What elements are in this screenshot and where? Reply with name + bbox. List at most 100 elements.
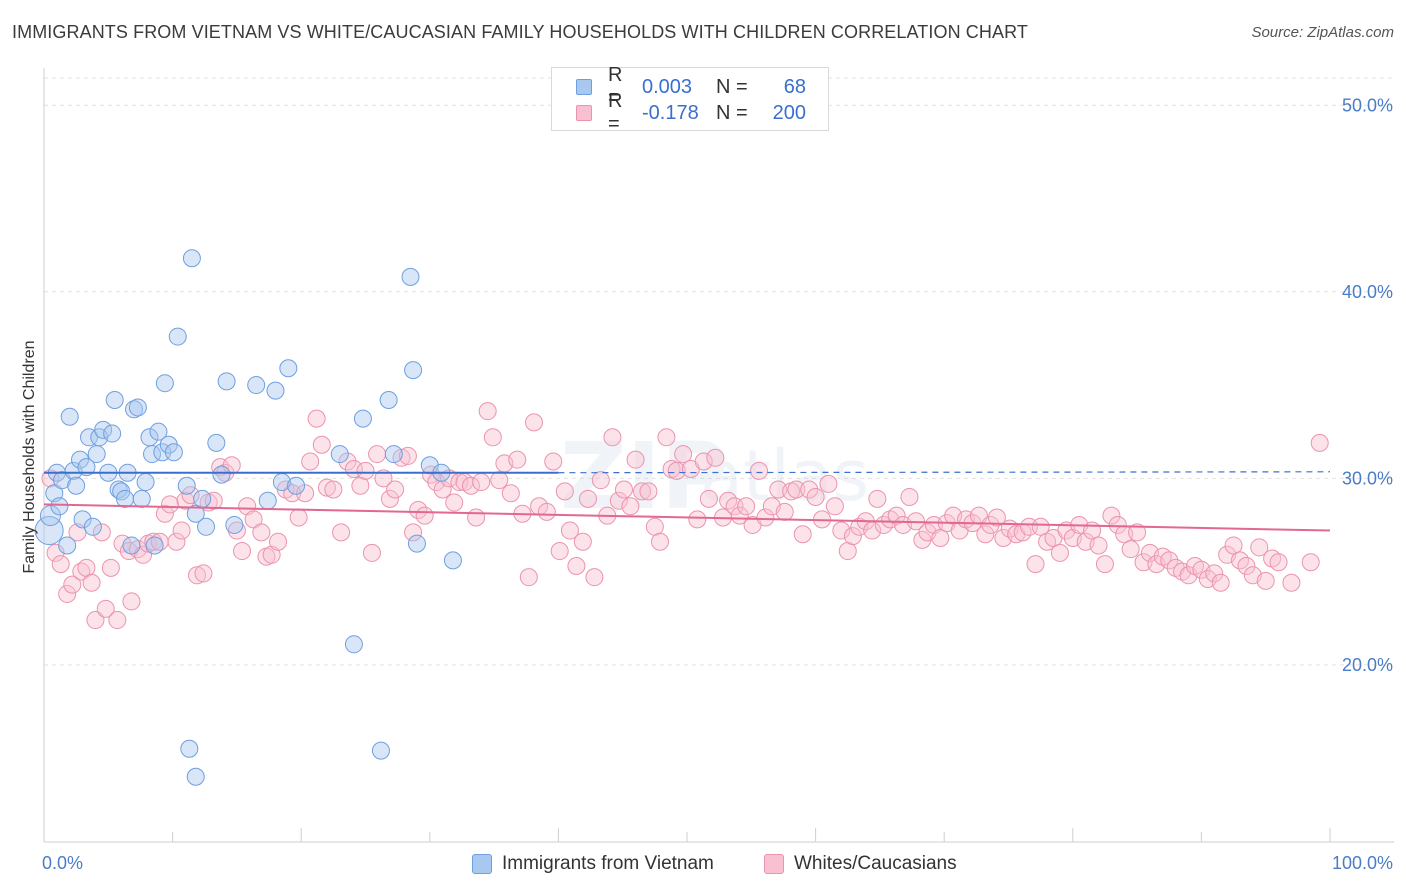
point-whites	[1089, 536, 1108, 555]
point-whites	[204, 491, 223, 510]
point-whites	[931, 528, 950, 547]
series-whites-points	[41, 402, 1329, 630]
x-tick-label-min: 0.0%	[42, 853, 83, 873]
point-whites	[900, 487, 919, 506]
point-whites	[639, 482, 658, 501]
point-whites	[1250, 538, 1269, 557]
point-vietnam	[58, 536, 77, 555]
point-whites	[181, 486, 200, 505]
point-whites	[603, 428, 622, 447]
point-whites	[560, 521, 579, 540]
point-whites	[573, 532, 592, 551]
point-whites	[351, 476, 370, 495]
point-whites	[307, 409, 326, 428]
point-vietnam	[128, 398, 147, 417]
point-whites	[92, 523, 111, 542]
legend-swatch-whites	[576, 105, 592, 121]
point-whites	[301, 452, 320, 471]
point-whites	[269, 532, 288, 551]
y-axis-label: Family Households with Children	[21, 341, 38, 574]
legend-n-label: N =	[716, 101, 748, 124]
y-tick-label: 20.0%	[1342, 655, 1393, 675]
point-vietnam	[279, 359, 298, 378]
point-vietnam	[67, 476, 86, 495]
point-vietnam	[217, 372, 236, 391]
point-whites	[296, 484, 315, 503]
source-label: Source: ZipAtlas.com	[1251, 24, 1394, 41]
point-vietnam	[73, 510, 92, 529]
point-whites	[398, 446, 417, 465]
point-whites	[567, 556, 586, 575]
point-vietnam	[330, 445, 349, 464]
point-vietnam	[344, 635, 363, 654]
point-whites	[1026, 555, 1045, 574]
point-whites	[374, 469, 393, 488]
point-whites	[188, 566, 207, 585]
point-whites	[467, 508, 486, 527]
point-whites	[1031, 517, 1050, 536]
point-vietnam	[50, 497, 69, 516]
point-whites	[317, 478, 336, 497]
trend-line-vietnam-extension	[558, 471, 1331, 474]
point-vietnam	[177, 476, 196, 495]
point-whites	[1301, 553, 1320, 572]
point-whites	[645, 517, 664, 536]
point-whites	[1211, 573, 1230, 592]
point-whites	[368, 445, 387, 464]
point-whites	[1224, 536, 1243, 555]
point-whites	[650, 532, 669, 551]
point-whites	[167, 532, 186, 551]
legend-row-vietnam: R = 0.003 N = 68	[576, 64, 806, 109]
point-vietnam	[180, 739, 199, 758]
point-vietnam	[77, 458, 96, 477]
point-whites	[987, 508, 1006, 527]
legend-swatch-vietnam	[472, 854, 492, 874]
point-whites	[262, 545, 281, 564]
point-whites	[508, 450, 527, 469]
y-tick-label: 50.0%	[1342, 95, 1393, 115]
point-vietnam	[212, 465, 231, 484]
point-vietnam	[193, 489, 212, 508]
point-whites	[58, 584, 77, 603]
legend-label-vietnam: Immigrants from Vietnam	[502, 853, 714, 874]
point-vietnam	[266, 381, 285, 400]
point-whites	[976, 525, 995, 544]
point-whites	[699, 489, 718, 508]
point-whites	[1128, 523, 1147, 542]
point-vietnam	[207, 433, 226, 452]
point-whites	[461, 476, 480, 495]
point-whites	[161, 495, 180, 514]
point-whites	[96, 599, 115, 618]
point-whites	[86, 611, 105, 630]
point-whites	[238, 497, 257, 516]
point-whites	[825, 497, 844, 516]
point-vietnam	[94, 420, 113, 439]
point-whites	[843, 527, 862, 546]
point-whites	[312, 435, 331, 454]
point-vietnam	[186, 767, 205, 786]
point-whites	[694, 452, 713, 471]
legend-item-vietnam: Immigrants from Vietnam	[472, 852, 714, 876]
point-vietnam	[39, 505, 61, 527]
point-vietnam	[443, 551, 462, 570]
point-whites	[793, 525, 812, 544]
point-whites	[1108, 515, 1127, 534]
point-vietnam	[80, 428, 99, 447]
legend-n-label: N =	[716, 75, 748, 98]
point-whites	[838, 542, 857, 561]
legend-swatch-whites	[764, 854, 784, 874]
legend-n-value: 68	[783, 75, 806, 98]
point-whites	[591, 471, 610, 490]
point-whites	[82, 573, 101, 592]
point-whites	[750, 461, 769, 480]
point-vietnam	[122, 536, 141, 555]
legend-item-whites: Whites/Caucasians	[764, 852, 957, 876]
point-vietnam	[164, 443, 183, 462]
point-whites	[194, 564, 213, 583]
point-whites	[578, 489, 597, 508]
point-whites	[338, 452, 357, 471]
point-whites	[415, 506, 434, 525]
point-whites	[478, 402, 497, 421]
trend-lines	[43, 471, 1331, 532]
